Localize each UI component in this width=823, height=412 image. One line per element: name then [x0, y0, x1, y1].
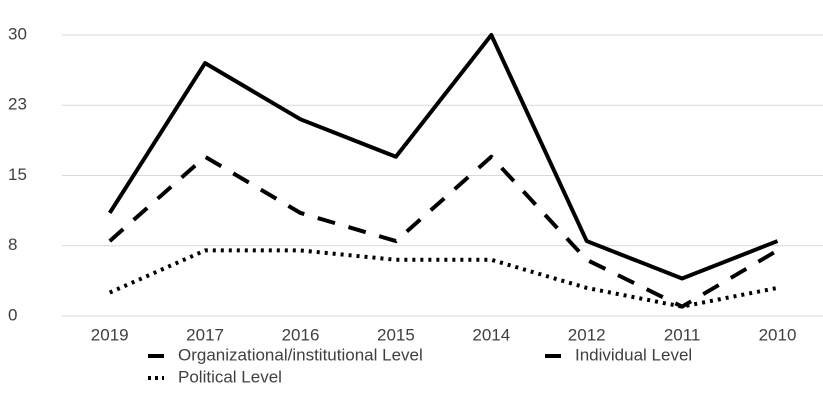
legend-label: Political Level: [178, 367, 282, 386]
x-tick-label: 2014: [472, 325, 510, 344]
x-tick-label: 2012: [568, 325, 606, 344]
legend-label: Organizational/institutional Level: [178, 345, 423, 364]
x-tick-label: 2016: [282, 325, 320, 344]
y-tick-label: 30: [8, 24, 27, 43]
x-tick-label: 2010: [759, 325, 797, 344]
legend-label: Individual Level: [575, 345, 692, 364]
y-tick-label: 0: [8, 305, 17, 324]
x-tick-label: 2011: [664, 325, 701, 344]
x-tick-label: 2019: [91, 325, 129, 344]
x-tick-label: 2015: [377, 325, 415, 344]
y-tick-label: 15: [8, 165, 27, 184]
x-tick-label: 2017: [186, 325, 224, 344]
y-tick-label: 23: [8, 95, 27, 114]
series-line: [108, 154, 779, 309]
y-tick-label: 8: [8, 235, 17, 254]
series-line: [108, 248, 778, 309]
series-line: [108, 33, 779, 281]
